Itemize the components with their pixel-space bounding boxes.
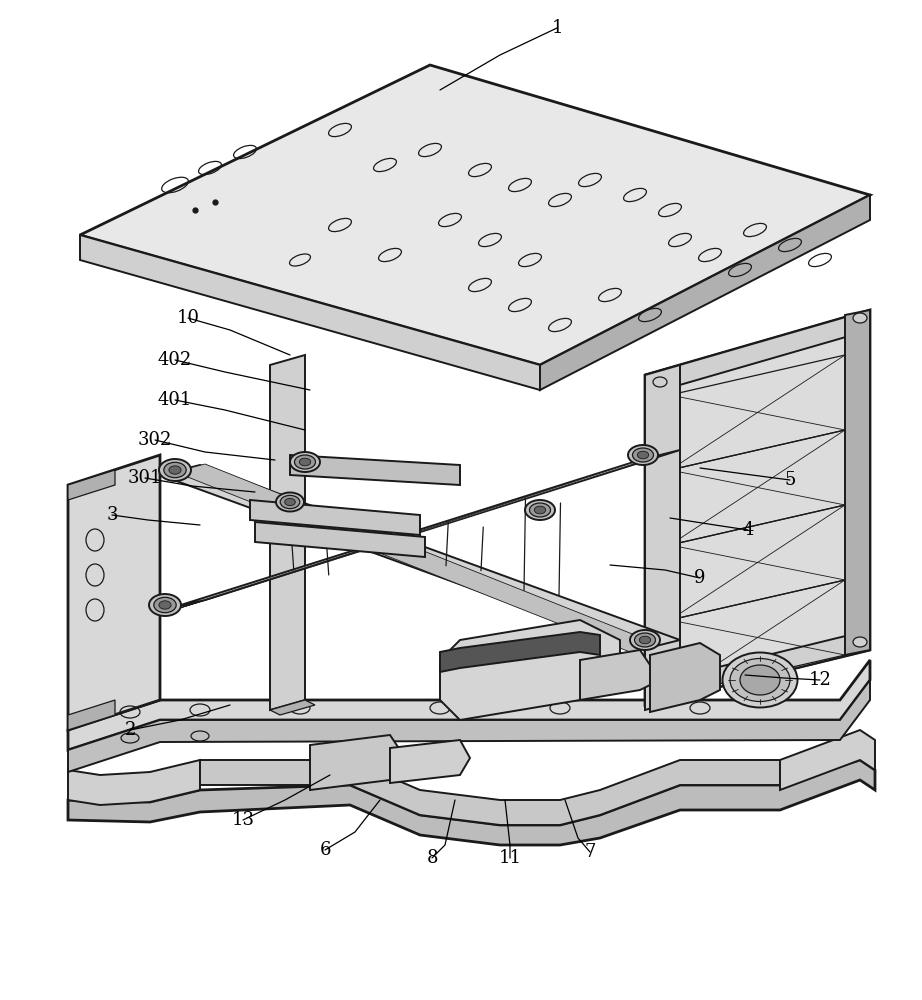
- Polygon shape: [80, 65, 870, 365]
- Polygon shape: [780, 730, 875, 790]
- Ellipse shape: [653, 690, 667, 700]
- Ellipse shape: [535, 506, 546, 514]
- Ellipse shape: [169, 466, 181, 474]
- Polygon shape: [270, 355, 305, 710]
- Ellipse shape: [637, 451, 649, 459]
- Ellipse shape: [632, 448, 654, 462]
- Polygon shape: [68, 680, 870, 772]
- Ellipse shape: [730, 658, 790, 702]
- Ellipse shape: [159, 601, 171, 609]
- Ellipse shape: [300, 458, 311, 466]
- Text: 3: 3: [106, 506, 118, 524]
- Ellipse shape: [723, 652, 798, 708]
- Text: 11: 11: [499, 849, 522, 867]
- Polygon shape: [160, 465, 680, 650]
- Text: 302: 302: [137, 431, 172, 449]
- Text: 13: 13: [231, 811, 254, 829]
- Polygon shape: [165, 450, 680, 610]
- Ellipse shape: [529, 503, 550, 517]
- Polygon shape: [650, 643, 720, 712]
- Text: 402: 402: [158, 351, 192, 369]
- Text: 2: 2: [124, 721, 136, 739]
- Ellipse shape: [639, 636, 651, 644]
- Polygon shape: [68, 760, 200, 805]
- Polygon shape: [845, 310, 870, 655]
- Ellipse shape: [525, 500, 555, 520]
- Polygon shape: [80, 235, 540, 390]
- Polygon shape: [580, 650, 650, 700]
- Polygon shape: [540, 195, 870, 390]
- Text: 8: 8: [426, 849, 438, 867]
- Ellipse shape: [290, 452, 320, 472]
- Text: 5: 5: [785, 471, 796, 489]
- Ellipse shape: [280, 495, 300, 509]
- Polygon shape: [645, 310, 870, 705]
- Text: 9: 9: [694, 569, 705, 587]
- Ellipse shape: [164, 462, 186, 478]
- Polygon shape: [440, 632, 600, 672]
- Ellipse shape: [853, 313, 867, 323]
- Polygon shape: [175, 464, 660, 652]
- Polygon shape: [270, 700, 315, 715]
- Text: 1: 1: [551, 19, 562, 37]
- Ellipse shape: [740, 665, 780, 695]
- Ellipse shape: [634, 633, 656, 647]
- Polygon shape: [310, 735, 400, 790]
- Text: 6: 6: [319, 841, 331, 859]
- Polygon shape: [645, 370, 670, 705]
- Text: 301: 301: [128, 469, 162, 487]
- Polygon shape: [68, 470, 115, 500]
- Ellipse shape: [294, 455, 315, 469]
- Ellipse shape: [276, 492, 304, 512]
- Polygon shape: [255, 522, 425, 557]
- Polygon shape: [645, 365, 680, 710]
- Polygon shape: [390, 740, 470, 783]
- Polygon shape: [290, 455, 460, 485]
- Ellipse shape: [285, 498, 295, 506]
- Polygon shape: [440, 620, 620, 720]
- Polygon shape: [68, 760, 875, 845]
- Ellipse shape: [628, 445, 658, 465]
- Polygon shape: [68, 455, 160, 730]
- Ellipse shape: [159, 459, 191, 481]
- Text: 10: 10: [176, 309, 199, 327]
- Polygon shape: [180, 454, 665, 608]
- Polygon shape: [645, 310, 870, 395]
- Polygon shape: [250, 500, 420, 535]
- Text: 12: 12: [809, 671, 832, 689]
- Polygon shape: [645, 630, 870, 705]
- Text: 7: 7: [585, 843, 596, 861]
- Ellipse shape: [154, 597, 176, 613]
- Ellipse shape: [653, 377, 667, 387]
- Ellipse shape: [630, 630, 660, 650]
- Ellipse shape: [149, 594, 181, 616]
- Text: 4: 4: [742, 521, 753, 539]
- Text: 401: 401: [158, 391, 192, 409]
- Polygon shape: [68, 700, 115, 730]
- Polygon shape: [68, 660, 870, 750]
- Polygon shape: [200, 760, 780, 825]
- Ellipse shape: [853, 637, 867, 647]
